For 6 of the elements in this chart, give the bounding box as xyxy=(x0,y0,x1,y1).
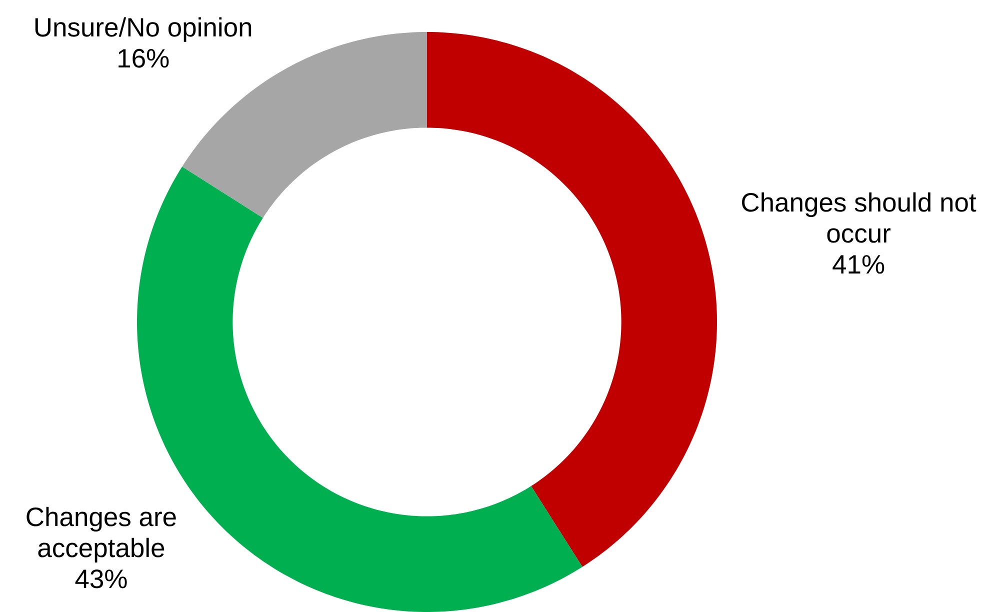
data-label: 43% xyxy=(75,570,127,588)
data-label: 16% xyxy=(118,48,169,68)
slice-label: Unsure/No opinion xyxy=(35,17,252,42)
slice-label: Changes are acceptable xyxy=(26,506,176,563)
data-label: 41% xyxy=(832,255,884,274)
slice-label: Changes should not occur xyxy=(742,192,976,243)
